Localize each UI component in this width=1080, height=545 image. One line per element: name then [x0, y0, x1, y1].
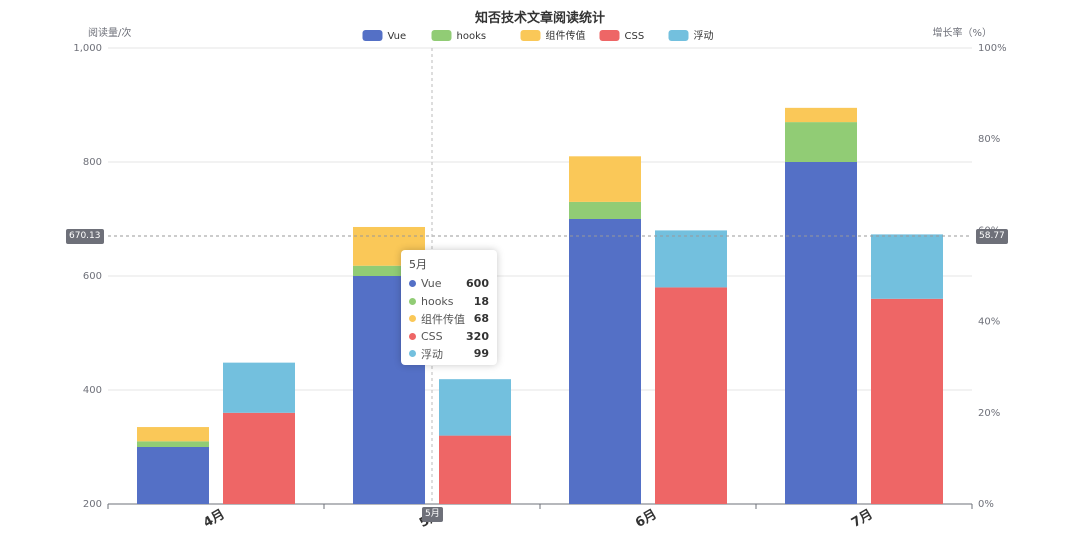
- tooltip-value: 600: [466, 277, 489, 291]
- y-right-tick-label: 40%: [978, 317, 1000, 328]
- legend-swatch: [520, 30, 541, 41]
- bar-segment: [353, 265, 425, 276]
- tooltip-name: 浮动: [421, 347, 443, 361]
- y-tick-label: 600: [83, 271, 102, 282]
- x-tick-label: 4月: [201, 507, 228, 531]
- pointer-label-x: 5月: [422, 507, 443, 522]
- legend-swatch: [668, 30, 689, 41]
- tooltip-name: 组件传值: [421, 312, 465, 326]
- bar-segment: [871, 234, 943, 299]
- tooltip-value: 68: [473, 312, 489, 326]
- tooltip-value: 99: [473, 347, 489, 361]
- tooltip-value: 18: [473, 294, 489, 308]
- bar-segment: [223, 412, 295, 504]
- tooltip-dot: [409, 332, 416, 340]
- y-right-tick-label: 100%: [978, 43, 1007, 54]
- bar-segment: [655, 230, 727, 288]
- pointer-label-y-right: 58.77: [976, 229, 1008, 244]
- tooltip-dot: [409, 280, 416, 288]
- tooltip-row: 组件传值 68: [409, 310, 489, 328]
- y-right-tick-label: 20%: [978, 408, 1000, 419]
- x-tick-label: 7月: [849, 507, 876, 531]
- legend-swatch: [599, 30, 620, 41]
- bar-segment: [137, 441, 209, 447]
- pointer-label-y-left: 670.13: [66, 229, 104, 244]
- legend-label: 浮动: [694, 30, 714, 42]
- y-tick-label: 200: [83, 499, 102, 510]
- tooltip-row: hooks 18: [409, 293, 489, 311]
- y-axis-name: 阅读量/次: [88, 26, 131, 39]
- legend-label: hooks: [457, 31, 487, 42]
- bar-segment: [785, 122, 857, 162]
- bar-segment: [223, 362, 295, 413]
- y-tick-label: 400: [83, 385, 102, 396]
- legend-label: Vue: [388, 31, 407, 42]
- y-tick-label: 1,000: [73, 43, 102, 54]
- tooltip-row: 浮动 99: [409, 345, 489, 363]
- bar-segment: [655, 287, 727, 504]
- tooltip-value: 320: [466, 329, 489, 343]
- legend-label: CSS: [625, 31, 645, 42]
- y-tick-label: 800: [83, 157, 102, 168]
- bar-segment: [785, 107, 857, 123]
- tooltip: 5月 Vue 600 hooks 18 组件传值 68 CSS 320 浮动 9…: [401, 250, 497, 365]
- chart-title: 知否技术文章阅读统计: [475, 10, 605, 26]
- tooltip-name: hooks: [421, 294, 454, 308]
- bar-segment: [569, 201, 641, 219]
- tooltip-dot: [409, 297, 416, 305]
- bar-segment: [871, 298, 943, 504]
- bar-segment: [569, 156, 641, 202]
- legend-swatch: [431, 30, 452, 41]
- tooltip-name: CSS: [421, 329, 443, 343]
- tooltip-name: Vue: [421, 277, 442, 291]
- bar-segment: [137, 427, 209, 442]
- bar-segment: [785, 162, 857, 504]
- legend-swatch: [362, 30, 383, 41]
- tooltip-row: Vue 600: [409, 275, 489, 293]
- tooltip-dot: [409, 350, 416, 358]
- y-right-tick-label: 0%: [978, 499, 994, 510]
- bar-segment: [569, 219, 641, 504]
- legend-label: 组件传值: [546, 29, 586, 42]
- tooltip-dot: [409, 315, 416, 323]
- y-right-axis-name: 增长率（%）: [932, 26, 992, 39]
- bar-segment: [439, 435, 511, 504]
- bar-segment: [137, 447, 209, 504]
- bar-segment: [439, 379, 511, 436]
- y-right-tick-label: 80%: [978, 134, 1000, 145]
- tooltip-title: 5月: [409, 258, 427, 271]
- tooltip-row: CSS 320: [409, 328, 489, 346]
- x-tick-label: 6月: [633, 507, 660, 531]
